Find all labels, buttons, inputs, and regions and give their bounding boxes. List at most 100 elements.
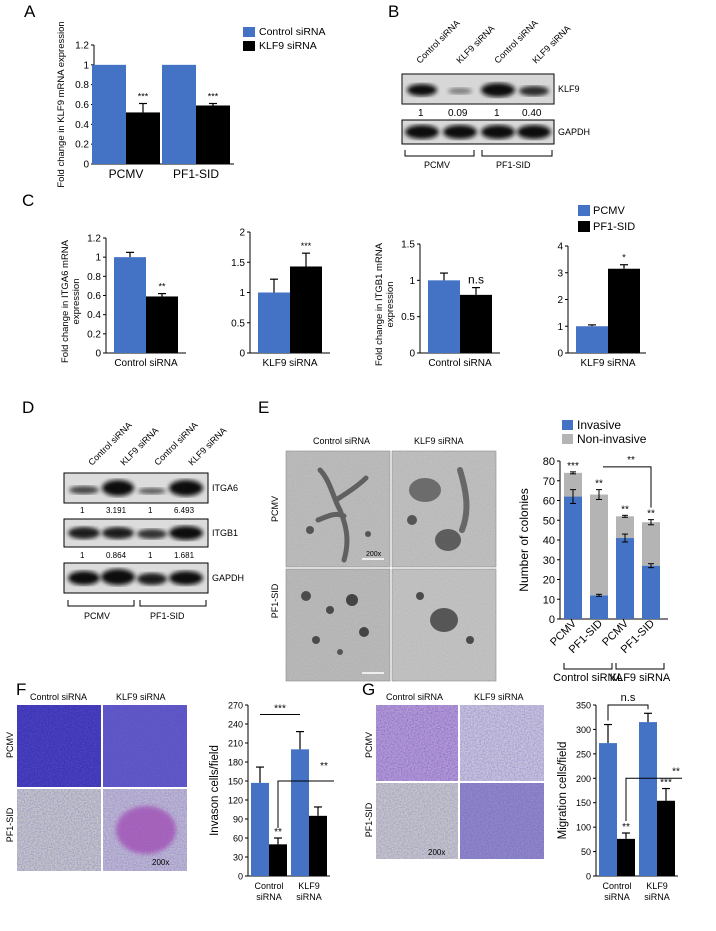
bar-non-invasive [590,494,608,596]
comparison-bracket [607,704,649,721]
panel-label-a: A [24,2,36,21]
bar [146,296,178,353]
blot-band [68,527,100,539]
cell-dot [306,526,314,534]
y-tick-label: 70 [543,476,555,488]
x-tick-label: Control siRNA [114,358,178,369]
blot-band [517,125,551,139]
blot-band [443,125,477,139]
lane-label: KLF9 siRNA [530,23,572,65]
quant-value: 1 [418,108,424,119]
bar [251,782,269,876]
y-tick-label: 20 [543,575,555,587]
colony-shape [457,467,470,533]
significance-label: *** [301,241,312,251]
column-label: Control siRNA [386,692,443,702]
bar [126,112,160,164]
blot-band [137,529,167,539]
bar [114,257,146,353]
panel-label-c: C [22,191,34,210]
column-label: KLF9 siRNA [414,436,464,446]
y-tick-label: 0.8 [87,272,101,283]
y-tick-label: 210 [228,739,243,749]
y-tick-label: 120 [228,796,243,806]
lane-label: KLF9 siRNA [454,23,496,65]
legend-swatch [562,420,573,430]
stain-texture [103,789,187,871]
significance-label: *** [567,461,579,472]
group-bracket [563,663,665,670]
y-tick-label: 10 [543,594,555,606]
significance-label: *** [274,704,286,715]
bar [576,326,608,353]
y-tick-label: 250 [576,749,591,759]
blot-band [101,569,135,585]
x-tick-label: KLF9 siRNA [580,358,635,369]
significance-label: n.s [621,692,636,704]
y-tick-label: 0 [409,349,415,360]
bar-invasive [616,538,634,619]
significance-label: ** [274,827,282,838]
y-tick-label: 0.8 [75,80,89,91]
y-tick-label: 150 [228,777,243,787]
bar-non-invasive [642,522,660,566]
bar [617,838,635,876]
chart-g: 0 50 100 150 200 250 300 350 Control KLF9 Migratio… [557,692,682,902]
panel-g-micrographs: Control siRNA KLF9 siRNA PCMV PF1-SID 20… [364,692,544,859]
chart-a: 0 0.2 0.4 0.6 0.8 1 1.2 PCMV PF1-SID Fold change … [56,21,326,187]
y-tick-label: 270 [228,701,243,711]
panel-label-d: D [22,398,34,417]
cell-dot [416,592,424,600]
group-label: PCMV [84,611,110,621]
stain-texture [376,783,458,859]
y-axis-label: Number of colonies [517,488,531,591]
y-tick-label: 3 [557,268,563,279]
x-tick-label: KLF9 [646,881,668,891]
group-label: PCMV [424,160,450,170]
y-tick-label: 1.2 [87,234,101,245]
cell-dot [326,606,334,614]
significance-label: ** [672,766,680,777]
y-tick-label: 2 [239,228,245,239]
row-label: PCMV [5,732,15,758]
bar [290,266,322,353]
column-label: KLF9 siRNA [116,692,166,702]
itga6-label: ITGA6 [212,483,238,493]
blot-band [407,84,437,96]
x-tick-label: siRNA [644,892,670,902]
y-tick-label: 1.5 [401,240,415,251]
gapdh-label: GAPDH [212,573,244,583]
colony-shape [430,608,458,632]
bar [162,64,196,164]
blot-band [68,571,100,585]
significance-label: ** [627,455,635,466]
stain-texture [103,705,187,787]
y-tick-label: 0 [586,872,591,882]
quant-value: 1 [148,506,153,515]
bar [309,815,327,876]
gapdh-label: GAPDH [558,127,590,137]
magnification-label: 200x [428,848,445,857]
colony-shape [315,467,369,563]
y-axis-label: Invason cells/field [209,745,221,836]
quant-value: 1 [494,108,500,119]
blot-band [137,573,167,585]
group-label: PF1-SID [496,160,531,170]
y-tick-label: 2 [557,295,563,306]
legend-label: Control siRNA [259,26,326,38]
significance-label: ** [622,822,630,833]
y-tick-label: 1 [83,60,89,71]
y-tick-label: 30 [233,853,243,863]
y-tick-label: 0 [239,349,245,360]
panel-label-g: G [362,680,375,699]
bar [657,800,675,876]
significance-label: * [622,253,626,263]
y-tick-label: 350 [576,701,591,711]
chart-f: 0 30 60 90 120 150 180 210 240 270 Control KLF9 Inva… [209,701,334,902]
panel-label-b: B [388,2,399,21]
y-tick-label: 1 [557,322,563,333]
y-tick-label: 50 [543,515,555,527]
significance-label: n.s [468,273,484,287]
cell-dot [466,636,474,644]
